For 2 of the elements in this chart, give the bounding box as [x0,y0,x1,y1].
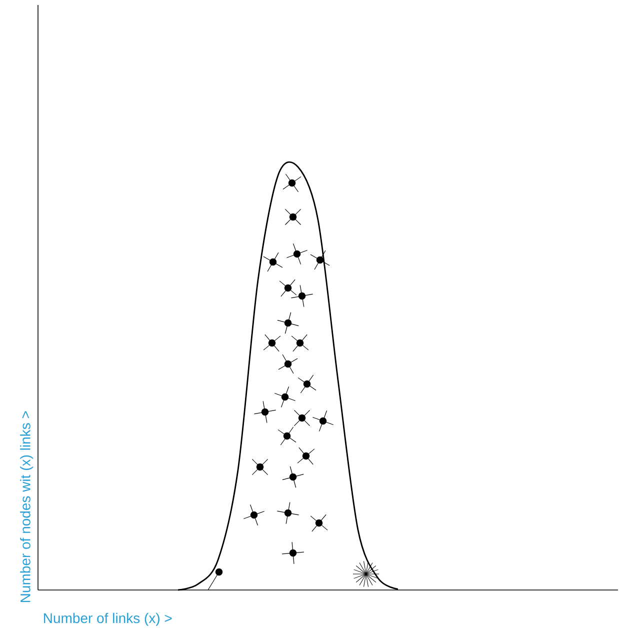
y-axis-title: Number of nodes wit (x) links > [20,411,34,602]
x-axis-title: Number of links (x) > [44,612,172,626]
